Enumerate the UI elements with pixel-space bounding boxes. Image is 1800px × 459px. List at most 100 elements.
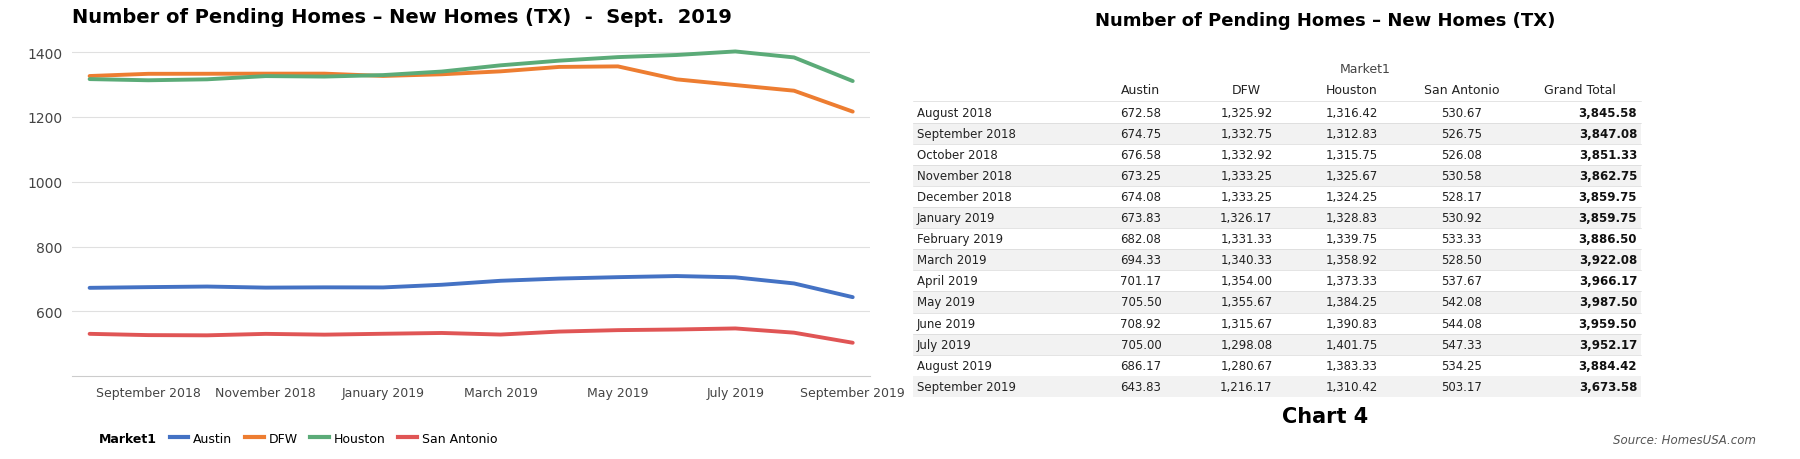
Text: 3,987.50: 3,987.50	[1579, 296, 1638, 309]
Text: 526.08: 526.08	[1442, 148, 1481, 162]
Text: 682.08: 682.08	[1121, 233, 1161, 246]
Text: 3,859.75: 3,859.75	[1579, 190, 1638, 203]
Text: 530.67: 530.67	[1442, 106, 1481, 119]
Text: 1,216.17: 1,216.17	[1220, 380, 1273, 393]
Text: 1,383.33: 1,383.33	[1327, 359, 1377, 372]
Text: 3,673.58: 3,673.58	[1579, 380, 1638, 393]
Text: 1,354.00: 1,354.00	[1220, 275, 1273, 288]
Legend: Market1, Austin, DFW, Houston, San Antonio: Market1, Austin, DFW, Houston, San Anton…	[70, 427, 502, 450]
Text: 1,280.67: 1,280.67	[1220, 359, 1273, 372]
Text: 3,851.33: 3,851.33	[1579, 148, 1638, 162]
Bar	[913, 123, 1642, 145]
Text: 708.92: 708.92	[1120, 317, 1161, 330]
Text: 3,845.58: 3,845.58	[1579, 106, 1638, 119]
Text: 3,862.75: 3,862.75	[1579, 169, 1638, 183]
Text: Houston: Houston	[1327, 84, 1377, 97]
Text: 694.33: 694.33	[1120, 254, 1161, 267]
Text: San Antonio: San Antonio	[1424, 84, 1499, 97]
Text: 1,390.83: 1,390.83	[1327, 317, 1377, 330]
Text: 533.33: 533.33	[1442, 233, 1481, 246]
Text: August 2018: August 2018	[916, 106, 992, 119]
Text: 547.33: 547.33	[1442, 338, 1481, 351]
Text: 1,325.92: 1,325.92	[1220, 106, 1273, 119]
Text: Grand Total: Grand Total	[1544, 84, 1616, 97]
Bar	[913, 334, 1642, 355]
Text: 3,884.42: 3,884.42	[1579, 359, 1638, 372]
Text: Number of Pending Homes – New Homes (TX): Number of Pending Homes – New Homes (TX)	[1094, 12, 1555, 30]
Text: 1,316.42: 1,316.42	[1325, 106, 1377, 119]
Text: 1,331.33: 1,331.33	[1220, 233, 1273, 246]
Text: 673.25: 673.25	[1120, 169, 1161, 183]
Text: 3,859.75: 3,859.75	[1579, 212, 1638, 224]
Text: May 2019: May 2019	[916, 296, 976, 309]
Text: 1,373.33: 1,373.33	[1327, 275, 1377, 288]
Text: 537.67: 537.67	[1442, 275, 1481, 288]
Text: 1,333.25: 1,333.25	[1220, 190, 1273, 203]
Text: October 2018: October 2018	[916, 148, 997, 162]
Text: 1,340.33: 1,340.33	[1220, 254, 1273, 267]
Text: 542.08: 542.08	[1442, 296, 1481, 309]
Text: 1,384.25: 1,384.25	[1325, 296, 1377, 309]
Text: 673.83: 673.83	[1121, 212, 1161, 224]
Text: 1,312.83: 1,312.83	[1325, 128, 1377, 140]
Text: 544.08: 544.08	[1442, 317, 1481, 330]
Text: 534.25: 534.25	[1442, 359, 1481, 372]
Text: 1,310.42: 1,310.42	[1325, 380, 1377, 393]
Text: August 2019: August 2019	[916, 359, 992, 372]
Text: September 2019: September 2019	[916, 380, 1015, 393]
Text: March 2019: March 2019	[916, 254, 986, 267]
Text: 701.17: 701.17	[1120, 275, 1161, 288]
Text: 686.17: 686.17	[1120, 359, 1161, 372]
Text: 1,325.67: 1,325.67	[1325, 169, 1377, 183]
Text: 676.58: 676.58	[1120, 148, 1161, 162]
Text: 705.00: 705.00	[1121, 338, 1161, 351]
Text: February 2019: February 2019	[916, 233, 1003, 246]
Text: 674.75: 674.75	[1120, 128, 1161, 140]
Text: Number of Pending Homes – New Homes (TX)  -  Sept.  2019: Number of Pending Homes – New Homes (TX)…	[72, 8, 733, 27]
Bar	[913, 292, 1642, 313]
Text: 1,315.75: 1,315.75	[1325, 148, 1377, 162]
Text: 3,847.08: 3,847.08	[1579, 128, 1638, 140]
Bar	[913, 250, 1642, 271]
Text: 530.92: 530.92	[1442, 212, 1481, 224]
Text: 674.08: 674.08	[1120, 190, 1161, 203]
Text: 672.58: 672.58	[1120, 106, 1161, 119]
Text: 1,355.67: 1,355.67	[1220, 296, 1273, 309]
Text: 1,326.17: 1,326.17	[1220, 212, 1273, 224]
Text: 1,401.75: 1,401.75	[1325, 338, 1377, 351]
Text: 1,332.75: 1,332.75	[1220, 128, 1273, 140]
Text: Source: HomesUSA.com: Source: HomesUSA.com	[1613, 433, 1755, 446]
Text: 528.50: 528.50	[1442, 254, 1481, 267]
Text: 1,328.83: 1,328.83	[1327, 212, 1377, 224]
Text: DFW: DFW	[1231, 84, 1260, 97]
Text: 526.75: 526.75	[1442, 128, 1481, 140]
Text: April 2019: April 2019	[916, 275, 977, 288]
Text: November 2018: November 2018	[916, 169, 1012, 183]
Text: 1,358.92: 1,358.92	[1325, 254, 1377, 267]
Text: Market1: Market1	[1339, 63, 1390, 76]
Text: Chart 4: Chart 4	[1282, 406, 1368, 426]
Text: 1,324.25: 1,324.25	[1325, 190, 1377, 203]
Text: Austin: Austin	[1121, 84, 1161, 97]
Text: 528.17: 528.17	[1442, 190, 1481, 203]
Text: September 2018: September 2018	[916, 128, 1015, 140]
Text: 1,339.75: 1,339.75	[1325, 233, 1377, 246]
Text: December 2018: December 2018	[916, 190, 1012, 203]
Text: 705.50: 705.50	[1121, 296, 1161, 309]
Bar	[913, 376, 1642, 397]
Text: 1,315.67: 1,315.67	[1220, 317, 1273, 330]
Text: 1,332.92: 1,332.92	[1220, 148, 1273, 162]
Text: 3,952.17: 3,952.17	[1579, 338, 1638, 351]
Text: 3,966.17: 3,966.17	[1579, 275, 1638, 288]
Text: 3,886.50: 3,886.50	[1579, 233, 1638, 246]
Text: June 2019: June 2019	[916, 317, 976, 330]
Bar	[913, 207, 1642, 229]
Text: 503.17: 503.17	[1442, 380, 1481, 393]
Text: July 2019: July 2019	[916, 338, 972, 351]
Text: January 2019: January 2019	[916, 212, 995, 224]
Text: 1,298.08: 1,298.08	[1220, 338, 1273, 351]
Text: 1,333.25: 1,333.25	[1220, 169, 1273, 183]
Text: 3,959.50: 3,959.50	[1579, 317, 1638, 330]
Text: 530.58: 530.58	[1442, 169, 1481, 183]
Bar	[913, 165, 1642, 186]
